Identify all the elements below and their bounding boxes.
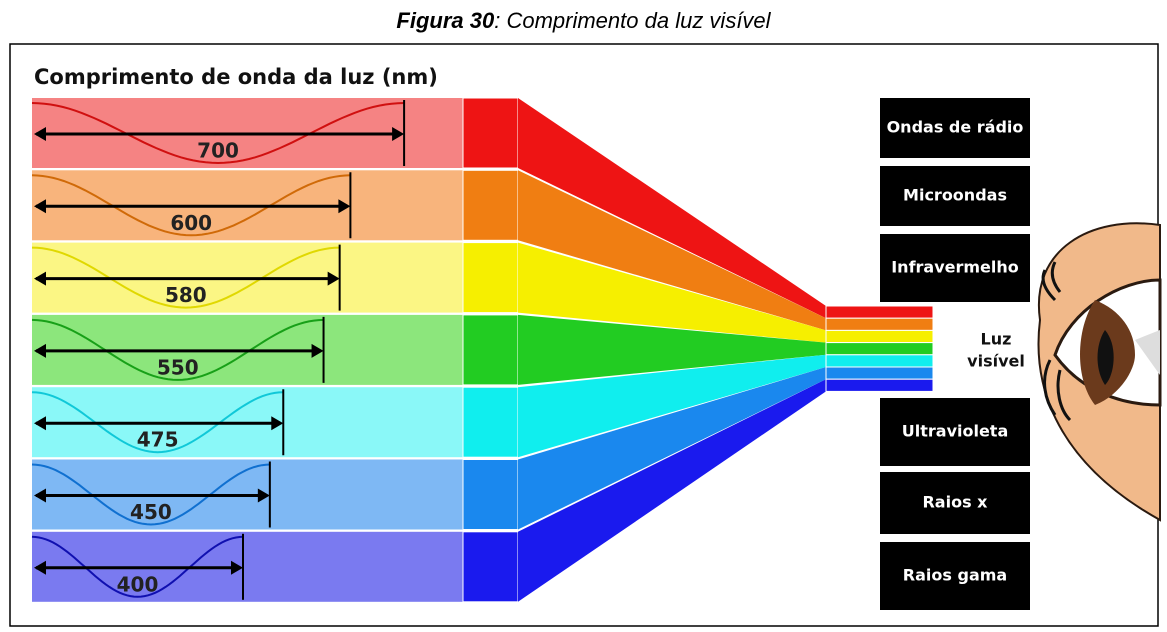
wave — [31, 246, 340, 309]
spectrum-label: Ultravioleta — [902, 422, 1009, 441]
arrow-head — [34, 343, 46, 358]
band-color — [462, 314, 519, 386]
spectrum-box — [880, 234, 1030, 302]
spectrum-label: Raios gama — [903, 566, 1007, 585]
spectrum-label: Microondas — [903, 186, 1007, 205]
wavelength-label: 450 — [130, 500, 172, 524]
arrow-head — [327, 271, 340, 286]
visible-stripe — [825, 378, 934, 392]
visible-stripe — [825, 354, 934, 368]
wavelength-label: 700 — [197, 139, 239, 163]
arrow-head — [271, 416, 284, 431]
band-color — [462, 531, 519, 603]
wavelength-label: 550 — [157, 355, 199, 379]
band-beam — [518, 98, 826, 319]
arrow-head — [34, 560, 46, 575]
arrow-head — [34, 199, 46, 214]
wavelength-label: 600 — [170, 211, 212, 235]
band-color — [462, 242, 519, 314]
bands: 700 600 580 550 475 450 400 — [31, 97, 934, 603]
band-beam — [518, 314, 826, 385]
arrow-head — [34, 416, 46, 431]
caption-text: : Comprimento da luz visível — [494, 8, 771, 33]
wavelength-label: 400 — [117, 572, 159, 596]
arrow-head — [231, 560, 243, 575]
band-color — [462, 386, 519, 458]
caption-number: Figura 30 — [396, 8, 495, 33]
visible-label: visível — [967, 352, 1025, 371]
arrow-head — [34, 127, 46, 141]
eye — [1037, 222, 1162, 522]
band-beam — [518, 379, 826, 602]
wave — [31, 391, 284, 454]
arrow-head — [311, 343, 324, 358]
visible-stripe — [825, 305, 934, 319]
spectrum-box — [880, 542, 1030, 610]
spectrum-box — [880, 98, 1030, 158]
wave — [31, 318, 324, 381]
band-beam — [518, 170, 826, 331]
band-beam — [518, 354, 826, 458]
visible-label: Luz — [981, 330, 1012, 349]
band-color — [462, 97, 519, 169]
spectrum-label: Raios x — [922, 493, 988, 512]
band-beam — [518, 367, 826, 530]
wave — [31, 102, 405, 165]
band-color — [462, 459, 519, 530]
wave — [31, 463, 270, 526]
spectrum-box — [880, 472, 1030, 534]
visible-stripe — [825, 366, 934, 380]
wave — [31, 535, 244, 598]
visible-stripe — [825, 317, 934, 331]
title: Comprimento de onda da luz (nm) — [34, 65, 438, 89]
spectrum-box — [880, 398, 1030, 466]
band-color — [462, 169, 519, 241]
arrow-head — [392, 127, 405, 141]
arrow-head — [34, 271, 46, 286]
caption: Figura 30: Comprimento da luz visível — [0, 8, 1167, 34]
spectrum-label: Infravermelho — [891, 258, 1019, 277]
arrow-head — [34, 488, 46, 503]
spectrum: Ondas de rádio Microondas Infravermelho Ult… — [880, 98, 1030, 610]
spectrum-box — [880, 166, 1030, 226]
visible-stripe — [825, 329, 934, 344]
band-beam — [518, 242, 826, 343]
spectrum-label: Ondas de rádio — [887, 118, 1024, 137]
wave — [31, 174, 351, 237]
visible-stripe — [825, 342, 934, 356]
wavelength-label: 580 — [165, 283, 207, 307]
arrow-head — [257, 488, 270, 503]
arrow-head — [338, 199, 351, 214]
wavelength-label: 475 — [137, 428, 179, 452]
